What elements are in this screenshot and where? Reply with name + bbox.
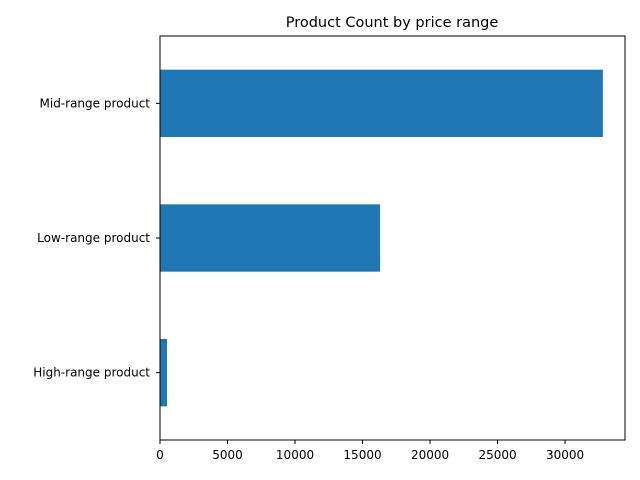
x-axis-ticks: 0 5000 10000 15000 20000 25000 30000: [156, 440, 584, 462]
x-tick-label: 25000: [478, 448, 516, 462]
chart-title: Product Count by price range: [286, 15, 499, 31]
y-tick-label: Mid-range product: [40, 96, 151, 110]
bars-group: [160, 69, 603, 407]
bar-low-range-product: [160, 204, 381, 272]
bar-high-range-product: [160, 339, 168, 407]
x-tick-label: 5000: [212, 448, 243, 462]
y-tick-label: Low-range product: [37, 231, 150, 245]
x-tick-label: 30000: [546, 448, 584, 462]
y-tick-label: High-range product: [33, 366, 150, 380]
y-axis-ticks: High-range product Low-range product Mid-r…: [33, 96, 160, 380]
x-tick-label: 0: [156, 448, 164, 462]
x-tick-label: 10000: [276, 448, 314, 462]
x-tick-label: 15000: [343, 448, 381, 462]
x-tick-label: 20000: [411, 448, 449, 462]
bar-mid-range-product: [160, 69, 603, 137]
